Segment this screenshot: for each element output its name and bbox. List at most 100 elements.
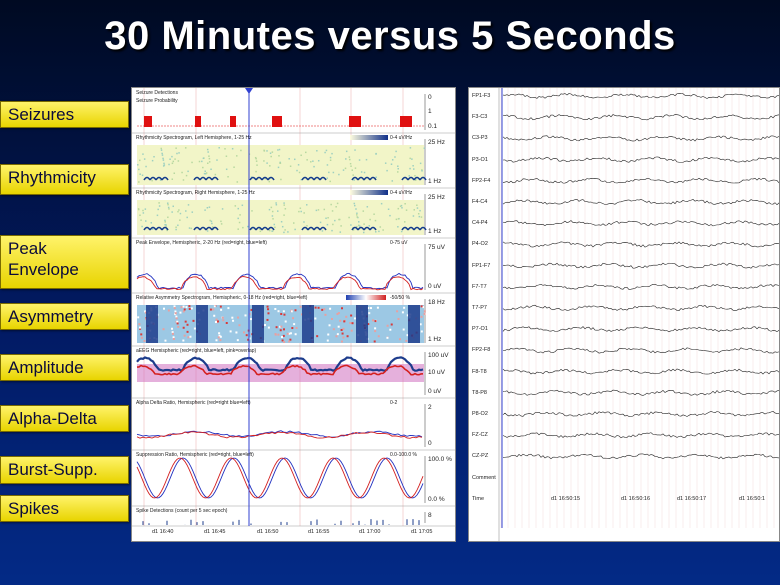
trend-time-label: d1 16:55 [308,529,330,535]
suppression-right-line [136,457,424,499]
eeg-trace [502,326,779,333]
panel-subtitle: Seizure Probability [136,98,178,104]
axis-top: 75 uV [428,244,445,251]
eeg-traces [498,88,779,541]
panel-title: Peak Envelope, Hemispheric, 2-20 Hz (red… [136,240,267,246]
axis-bottom: 0 uV [428,388,442,395]
scale-label: 0-75 uV [390,240,408,246]
eeg-trace [502,135,779,142]
eeg-trace [502,198,779,206]
axis-mid: 1 [428,107,432,115]
label-rhythmicity: Rhythmicity [0,164,129,195]
eeg-trace [502,410,779,417]
aeeg-left-band [136,356,424,373]
eeg-trace [502,177,779,184]
eeg-trace [502,93,779,99]
panel-title: Spike Detections (count per 5 sec epoch) [136,508,228,514]
left-spectrogram [137,145,424,185]
channel-label: FP2-F4 [472,177,491,184]
trend-time-label: d1 17:00 [359,529,381,535]
channel-label: Time [472,495,485,502]
seizure-block [400,116,412,127]
axis-bottom: 0 [428,440,432,447]
trend-time-label: d1 16:45 [204,529,226,535]
channel-label: P8-O2 [472,411,488,417]
seizure-block [144,116,152,127]
channel-label: CZ-PZ [472,453,489,460]
channel-label: C4-P4 [472,220,488,227]
axis-top: 18 Hz [428,299,445,306]
label-burst-supp: Burst-Supp. [0,456,129,484]
panel-title: Alpha Delta Ratio, Hemispheric (red=righ… [136,400,251,406]
channel-label: FP1-F7 [472,262,491,269]
label-alpha-delta: Alpha-Delta [0,405,129,432]
axis-top: 100.0 % [428,456,452,463]
axis-mid: 10 uV [428,369,445,376]
cursor-marker-icon[interactable] [245,88,253,94]
eeg-trace [502,432,779,439]
eeg-time-label: d1 16:50:1 [739,495,765,502]
channel-label: P7-O1 [472,326,488,333]
panel-title: Relative Asymmetry Spectrogram, Hemisphe… [136,295,308,301]
label-amplitude: Amplitude [0,354,129,381]
eeg-trace [502,262,779,269]
channel-label: F4-C4 [472,199,488,205]
slide-title: 30 Minutes versus 5 Seconds [104,14,676,58]
scale-label: 0-2 [390,400,398,406]
envelope-left-line [136,272,424,290]
eeg-trace [502,283,779,290]
axis-top: 8 [428,512,432,519]
channel-label: F3-C3 [472,114,488,121]
label-peak-envelope: Peak Envelope [0,235,129,289]
axis-top: 100 uV [428,352,449,359]
label-asymmetry: Asymmetry [0,303,129,330]
scale-label: 0-4 uV/Hz [390,135,413,141]
raw-eeg-panel: FP1-F3 F3-C3 C3-P3 P3-O1 FP2-F4 F4-C4 C4-P4 P4-… [468,87,780,542]
axis-top: 2 [428,404,432,411]
aeeg-right-band [136,364,424,376]
eeg-trace [502,347,779,354]
scale-label: -50/50 % [390,295,411,301]
channel-label: Comment [472,474,496,481]
eeg-time-label: d1 16:50:17 [677,495,707,502]
axis-bottom: 0 uV [428,283,442,290]
right-spectrogram [137,200,424,235]
axis-bottom: 0.1 [428,123,438,130]
trend-time-label: d1 16:50 [257,529,279,535]
eeg-trace [502,241,779,248]
asymmetry-spectrogram [137,305,424,343]
channel-label: P3-O1 [472,156,488,163]
eeg-trace [502,220,779,227]
panel-title: Rhythmicity Spectrogram, Left Hemisphere… [136,135,252,141]
eeg-trace [502,156,779,163]
alpha-delta-right-line [136,431,423,439]
axis-top: 0 [428,94,432,101]
panel-title: Rhythmicity Spectrogram, Right Hemispher… [136,190,255,196]
label-spikes: Spikes [0,495,129,522]
eeg-time-label: d1 16:50:16 [621,495,651,502]
axis-bottom: 1 Hz [428,228,442,235]
eeg-trace [502,304,779,311]
channel-label: F8-T8 [472,368,487,375]
eeg-trace [502,389,779,396]
scale-label: 0.0-100.0 % [390,452,417,458]
envelope-right-line [136,276,424,291]
seizure-block [230,116,236,127]
trend-graphics [132,88,455,527]
channel-label: FP1-F3 [472,93,491,99]
channel-label: F7-T7 [472,283,487,290]
axis-top: 25 Hz [428,139,445,146]
axis-top: 25 Hz [428,194,445,201]
trend-panel: Seizure Detections Seizure Probability 0 1 0… [131,87,456,542]
channel-label: T7-P7 [472,305,487,311]
seizure-block [349,116,361,127]
panel-title: Seizure Detections [136,90,178,96]
axis-bottom: 0.0 % [428,496,445,503]
axis-bottom: 1 Hz [428,178,442,185]
label-seizures: Seizures [0,101,129,128]
eeg-trace [502,114,779,121]
seizure-block [195,116,201,127]
channel-label: C3-P3 [472,135,488,142]
panel-title: aEEG Hemispheric (red=right, blue=left, … [136,348,257,354]
scale-label: 0-4 uV/Hz [390,190,413,196]
